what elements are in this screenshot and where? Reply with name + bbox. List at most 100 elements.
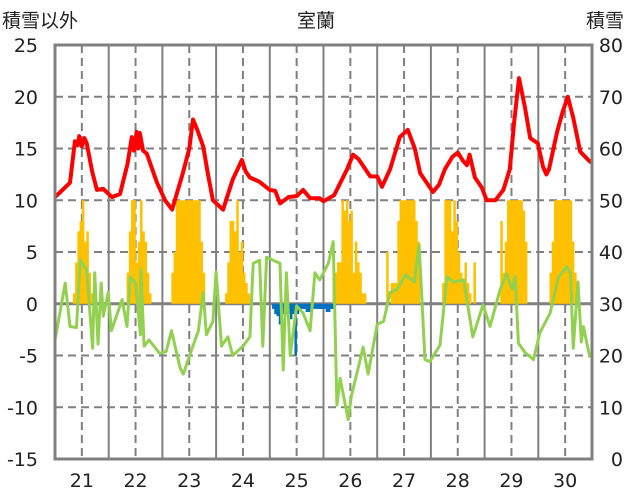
blue-bars-bar bbox=[301, 303, 304, 309]
right-tick-label: 70 bbox=[599, 87, 623, 109]
orange-bars-bar bbox=[506, 200, 510, 304]
x-tick-label: 29 bbox=[499, 470, 523, 492]
x-tick-label: 25 bbox=[285, 470, 309, 492]
orange-bars-bar bbox=[515, 200, 519, 304]
orange-bars-bar bbox=[560, 200, 564, 304]
orange-bars-bar bbox=[245, 283, 248, 304]
orange-bars-bar bbox=[462, 283, 465, 304]
blue-bars-bar bbox=[305, 303, 309, 313]
right-tick-label: 40 bbox=[599, 242, 623, 264]
orange-bars-bar bbox=[466, 283, 470, 304]
orange-bars-bar bbox=[140, 200, 143, 304]
orange-bars-bar bbox=[442, 283, 445, 304]
blue-bars-bar bbox=[292, 303, 295, 315]
orange-bars-bar bbox=[417, 241, 421, 304]
orange-bars-bar bbox=[178, 200, 181, 304]
orange-bars-bar bbox=[334, 272, 338, 304]
orange-bars-bar bbox=[464, 262, 467, 304]
orange-bars-bar bbox=[193, 200, 197, 304]
orange-bars-bar bbox=[90, 293, 94, 304]
red-line bbox=[53, 76, 594, 212]
orange-bars-bar bbox=[571, 241, 575, 304]
orange-bars-bar bbox=[133, 200, 136, 304]
left-tick-label: -5 bbox=[19, 346, 38, 368]
orange-bars-bar bbox=[148, 293, 152, 304]
orange-bars-bar bbox=[511, 200, 514, 304]
orange-bars-bar bbox=[238, 252, 242, 304]
blue-bars-bar bbox=[303, 303, 306, 309]
orange-bars-bar bbox=[86, 231, 89, 304]
orange-bars-bar bbox=[567, 200, 570, 304]
orange-bars-bar bbox=[242, 272, 246, 304]
blue-bars-bar bbox=[307, 303, 311, 313]
x-tick-label: 27 bbox=[392, 470, 416, 492]
orange-bars-bar bbox=[395, 283, 398, 304]
x-tick-label: 21 bbox=[70, 470, 94, 492]
x-tick-label: 24 bbox=[231, 470, 255, 492]
orange-bars-bar bbox=[343, 210, 347, 304]
orange-bars-bar bbox=[446, 200, 450, 304]
orange-bars-bar bbox=[453, 200, 456, 304]
orange-bars-bar bbox=[363, 293, 367, 304]
orange-bars-bar bbox=[553, 200, 557, 304]
blue-bars-bar bbox=[321, 303, 324, 309]
orange-bars-bar bbox=[128, 231, 132, 304]
orange-bars-bar bbox=[225, 293, 228, 304]
orange-bars-bar bbox=[565, 200, 568, 304]
left-tick-label: 5 bbox=[26, 242, 38, 264]
orange-bars-bar bbox=[386, 252, 389, 304]
right-tick-label: 30 bbox=[599, 294, 623, 316]
left-tick-label: 0 bbox=[26, 294, 38, 316]
orange-bars-bar bbox=[390, 283, 394, 304]
orange-bars-bar bbox=[229, 220, 233, 304]
orange-bars-bar bbox=[339, 262, 342, 304]
left-tick-label: 20 bbox=[14, 87, 38, 109]
orange-bars-bar bbox=[502, 272, 506, 304]
x-tick-label: 30 bbox=[553, 470, 577, 492]
orange-bars-bar bbox=[180, 200, 183, 304]
orange-bars-bar bbox=[348, 220, 351, 304]
orange-bars-bar bbox=[234, 231, 237, 304]
orange-bars-bar bbox=[509, 200, 512, 304]
left-tick-label: 10 bbox=[14, 190, 38, 212]
orange-bars-bar bbox=[457, 252, 461, 304]
orange-bars-bar bbox=[562, 200, 566, 304]
blue-bars-bar bbox=[276, 303, 280, 317]
orange-bars-bar bbox=[448, 200, 452, 304]
orange-bars-bar bbox=[408, 200, 412, 304]
blue-bars-bar bbox=[327, 303, 331, 313]
blue-bars-bar bbox=[278, 303, 282, 325]
orange-bars-bar bbox=[341, 200, 344, 304]
orange-bars-bar bbox=[361, 293, 365, 304]
orange-bars-bar bbox=[189, 200, 192, 304]
orange-bars-bar bbox=[350, 210, 353, 304]
orange-bars-bar bbox=[184, 200, 188, 304]
orange-bars-bar bbox=[142, 231, 145, 304]
orange-bars-bar bbox=[137, 241, 141, 304]
orange-bars-bar bbox=[236, 200, 239, 304]
orange-bars-bar bbox=[451, 231, 454, 304]
orange-bars-bar bbox=[195, 200, 199, 304]
blue-bars-bar bbox=[294, 303, 297, 356]
orange-bars-bar bbox=[513, 200, 517, 304]
blue-bars-bar bbox=[323, 303, 327, 309]
blue-bars-bar bbox=[274, 303, 277, 315]
orange-bars-bar bbox=[200, 241, 203, 304]
orange-bars-bar bbox=[191, 200, 195, 304]
orange-bars-bar bbox=[336, 262, 340, 304]
orange-bars-bar bbox=[202, 272, 206, 304]
blue-bars-bar bbox=[330, 303, 333, 309]
orange-bars-bar bbox=[173, 252, 177, 304]
orange-bars-bar bbox=[227, 262, 230, 304]
orange-bars-bar bbox=[444, 200, 447, 304]
orange-bars-bar bbox=[354, 241, 358, 304]
orange-bars-bar bbox=[397, 220, 400, 304]
x-tick-label: 26 bbox=[338, 470, 362, 492]
orange-bars-bar bbox=[410, 200, 414, 304]
orange-bars-bar bbox=[175, 200, 179, 304]
orange-bars-bar bbox=[75, 262, 78, 304]
blue-bars-bar bbox=[316, 303, 320, 309]
orange-bars-bar bbox=[187, 200, 190, 304]
plot-frame bbox=[53, 43, 594, 461]
orange-bars-bar bbox=[500, 220, 503, 304]
